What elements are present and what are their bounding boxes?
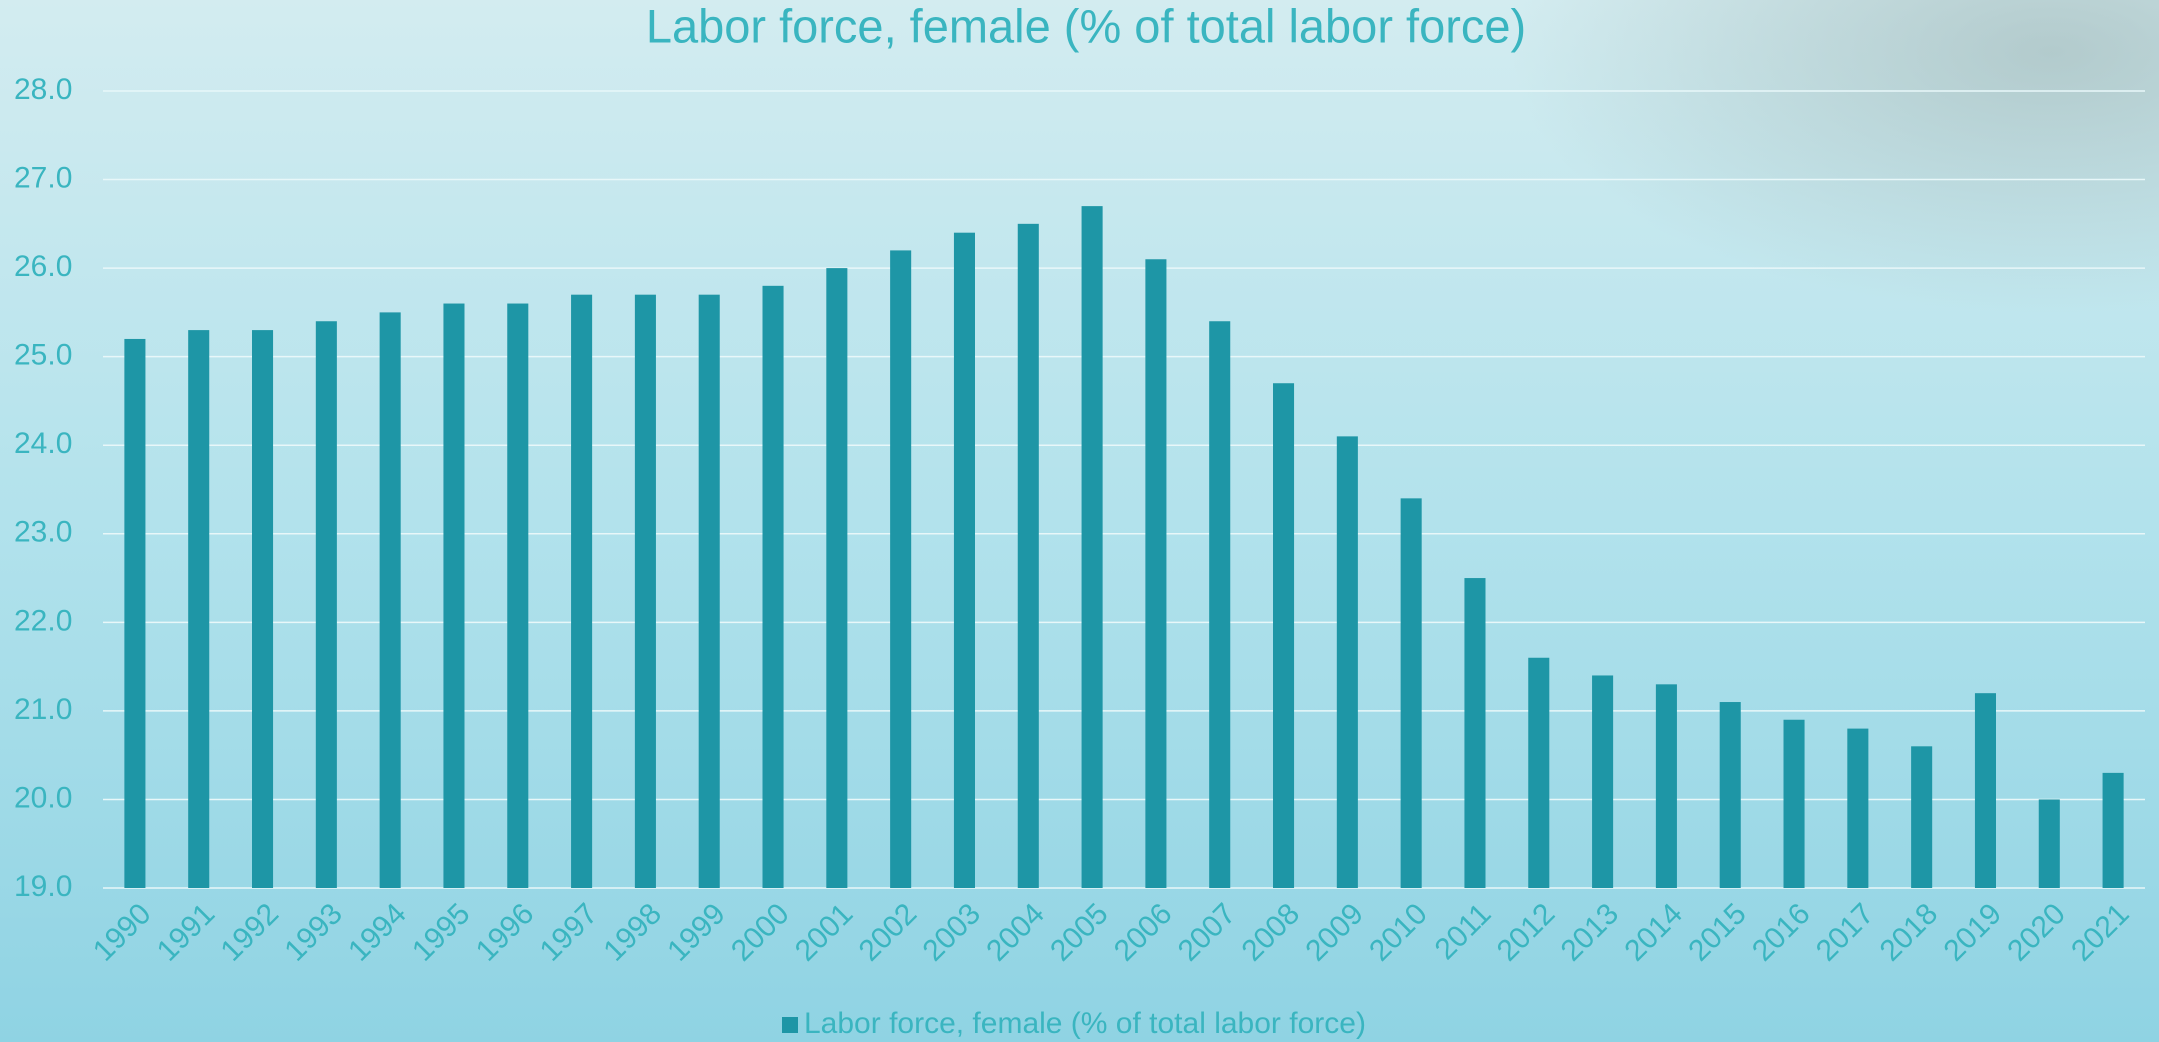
bar bbox=[890, 250, 912, 888]
y-tick-label: 20.0 bbox=[14, 781, 72, 814]
bar bbox=[1400, 498, 1422, 888]
y-tick-label: 21.0 bbox=[14, 693, 72, 726]
y-tick-label: 22.0 bbox=[14, 604, 72, 637]
bar bbox=[1209, 321, 1231, 888]
bar bbox=[443, 303, 465, 888]
bar bbox=[315, 321, 337, 888]
bar bbox=[634, 294, 656, 889]
bar bbox=[571, 294, 593, 889]
bar bbox=[379, 312, 401, 888]
y-tick-label: 27.0 bbox=[14, 161, 72, 194]
bar bbox=[124, 338, 146, 888]
bar bbox=[252, 330, 274, 889]
y-tick-label: 23.0 bbox=[14, 516, 72, 549]
chart-title: Labor force, female (% of total labor fo… bbox=[646, 0, 1526, 52]
bar bbox=[507, 303, 529, 888]
bar bbox=[2102, 772, 2124, 888]
bar bbox=[826, 268, 848, 889]
legend-label: Labor force, female (% of total labor fo… bbox=[804, 1007, 1366, 1040]
bar bbox=[1464, 578, 1486, 888]
bar bbox=[2038, 799, 2060, 888]
bar bbox=[1145, 259, 1167, 888]
legend-marker bbox=[782, 1017, 798, 1033]
bar bbox=[1017, 223, 1039, 889]
bar bbox=[1273, 383, 1295, 888]
y-tick-label: 24.0 bbox=[14, 427, 72, 460]
bar bbox=[953, 232, 975, 888]
bar bbox=[188, 330, 210, 889]
y-tick-label: 19.0 bbox=[14, 870, 72, 903]
bar bbox=[1592, 675, 1614, 888]
bar bbox=[1783, 719, 1805, 888]
bar bbox=[1336, 436, 1358, 888]
bar bbox=[1655, 684, 1677, 888]
y-tick-label: 26.0 bbox=[14, 250, 72, 283]
bar bbox=[1719, 702, 1741, 888]
bar bbox=[1911, 746, 1933, 888]
bar bbox=[1528, 657, 1550, 888]
bar bbox=[762, 285, 784, 888]
y-tick-label: 25.0 bbox=[14, 339, 72, 372]
bar bbox=[1081, 206, 1103, 889]
y-tick-label: 28.0 bbox=[14, 73, 72, 106]
bar bbox=[1974, 693, 1996, 888]
bar bbox=[698, 294, 720, 889]
bar bbox=[1847, 728, 1869, 888]
